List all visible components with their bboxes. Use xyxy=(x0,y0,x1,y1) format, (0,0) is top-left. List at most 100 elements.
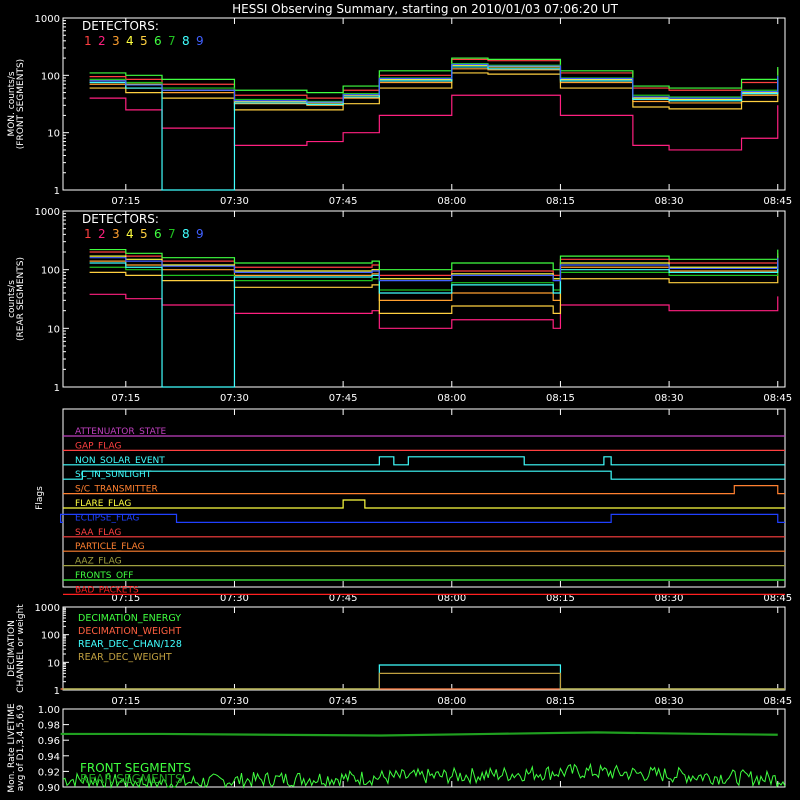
y-axis-label: DECIMATION xyxy=(7,620,17,677)
livetime-rear-line xyxy=(60,731,778,737)
x-tick-label: 07:45 xyxy=(329,696,358,707)
series-line-detector-2 xyxy=(89,293,779,329)
flag-line xyxy=(63,485,785,495)
y-axis-label: Flags xyxy=(35,486,45,510)
panel-3: 07:15 07:30 07:45 08:00 08:15 08:30 08:45 Flags… xyxy=(35,408,792,604)
legend-entry-detector-3: 3 xyxy=(112,34,120,48)
livetime-legend-front: FRONT SEGMENTS xyxy=(80,761,191,775)
y-tick-label: 0.94 xyxy=(38,752,60,763)
panel-frame xyxy=(62,210,786,388)
legend-entry-detector-9: 9 xyxy=(196,34,204,48)
legend-entry-detector-6: 6 xyxy=(154,227,162,241)
legend-entry-detector-8: 8 xyxy=(182,34,190,48)
flag-line xyxy=(63,456,785,466)
legend-entry-detector-4: 4 xyxy=(126,34,134,48)
livetime-legend-rear: REAR SEGMENTS xyxy=(80,772,183,786)
y-tick-label: 10 xyxy=(47,658,60,669)
x-tick-label: 08:45 xyxy=(763,696,792,707)
x-tick-label: 07:30 xyxy=(220,393,249,404)
y-tick-label: 100 xyxy=(41,266,60,277)
flag-label: FRONTS_OFF xyxy=(75,571,133,581)
legend-entry-detector-2: 2 xyxy=(98,227,106,241)
legend-title: DETECTORS: xyxy=(82,212,159,226)
flag-row: SC_IN_SUNLIGHT xyxy=(63,470,785,480)
x-tick-label: 08:15 xyxy=(546,393,575,404)
flag-label: GAP_FLAG xyxy=(75,441,121,451)
x-tick-label: 07:15 xyxy=(111,196,140,207)
decimation-line xyxy=(63,672,785,690)
panel-5: 0.90 0.92 0.94 0.96 0.98 1.00 Mon. Rate LIVETI… xyxy=(7,703,786,794)
flag-label: FLARE_FLAG xyxy=(75,499,131,509)
y-axis-label: avg of D1,3,4,5,6,9 xyxy=(16,704,26,791)
x-tick-label: 07:30 xyxy=(220,593,249,604)
x-tick-label: 07:15 xyxy=(111,393,140,404)
flag-row: BAD_PACKETS xyxy=(63,585,785,595)
y-tick-label: 10 xyxy=(47,129,60,140)
flag-row: NON_SOLAR_EVENT xyxy=(63,456,785,466)
panel-frame xyxy=(62,17,786,191)
x-tick-label: 07:30 xyxy=(220,196,249,207)
legend-entry-detector-1: 1 xyxy=(84,34,92,48)
x-tick-label: 07:15 xyxy=(111,696,140,707)
y-tick-label: 0.96 xyxy=(38,736,60,747)
x-tick-label: 08:30 xyxy=(655,696,684,707)
x-tick-label: 08:00 xyxy=(437,696,466,707)
x-tick-label: 08:00 xyxy=(437,393,466,404)
flag-label: AAZ_FLAG xyxy=(75,557,122,567)
x-tick-label: 07:30 xyxy=(220,696,249,707)
panel-frame xyxy=(62,606,786,691)
panel-2: 07:15 07:30 07:45 08:00 08:15 08:30 08:45 1 10 10… xyxy=(7,207,792,404)
flag-label: ATTENUATOR_STATE xyxy=(75,427,167,437)
legend-entry-detector-8: 8 xyxy=(182,227,190,241)
series-line-detector-2 xyxy=(89,94,779,151)
x-tick-label: 08:45 xyxy=(763,593,792,604)
flag-line xyxy=(63,499,785,509)
legend-entry-detector-9: 9 xyxy=(196,227,204,241)
flag-row: S/C_TRANSMITTER xyxy=(63,485,785,495)
y-tick-label: 10 xyxy=(47,324,60,335)
panel-1: 07:15 07:30 07:45 08:00 08:15 08:30 08:45 1 10 10… xyxy=(7,14,792,207)
flag-label: SAA_FLAG xyxy=(75,528,121,538)
y-tick-label: 100 xyxy=(41,71,60,82)
flag-row: FLARE_FLAG xyxy=(63,499,785,509)
y-axis-label: counts/s xyxy=(7,280,17,318)
series-line-detector-8 xyxy=(89,66,779,191)
y-tick-label: 1 xyxy=(54,186,60,197)
flag-label: S/C_TRANSMITTER xyxy=(75,485,158,495)
series-line-detector-8 xyxy=(89,262,779,388)
x-tick-label: 08:15 xyxy=(546,696,575,707)
y-tick-label: 1000 xyxy=(35,207,60,218)
y-tick-label: 1000 xyxy=(35,603,60,614)
decimation-line xyxy=(63,664,785,690)
figure-title: HESSI Observing Summary, starting on 201… xyxy=(232,2,618,16)
y-tick-label: 1 xyxy=(54,686,60,697)
flag-label: PARTICLE_FLAG xyxy=(75,542,145,552)
flag-label: ECLIPSE_FLAG xyxy=(75,513,139,523)
legend-entry-detector-4: 4 xyxy=(126,227,134,241)
decimation-legend-entry: DECIMATION_ENERGY xyxy=(78,613,181,624)
legend-entry-detector-2: 2 xyxy=(98,34,106,48)
flag-row: FRONTS_OFF xyxy=(63,571,785,581)
y-axis-label: (FRONT SEGMENTS) xyxy=(16,59,26,149)
panel-frame xyxy=(62,408,786,588)
legend-entry-detector-1: 1 xyxy=(84,227,92,241)
y-tick-label: 0.92 xyxy=(38,767,60,778)
y-axis-label: CHANNEL or weight xyxy=(16,604,26,693)
panel-frame xyxy=(62,708,786,788)
y-tick-label: 100 xyxy=(41,631,60,642)
panel-4: 07:15 07:30 07:45 08:00 08:15 08:30 08:45 1 10 10… xyxy=(7,603,792,707)
x-tick-label: 08:30 xyxy=(655,196,684,207)
x-tick-label: 08:15 xyxy=(546,593,575,604)
x-tick-label: 08:00 xyxy=(437,593,466,604)
flag-row: GAP_FLAG xyxy=(63,441,785,451)
y-tick-label: 1.00 xyxy=(38,705,60,716)
legend-entry-detector-7: 7 xyxy=(168,34,176,48)
flag-row: ECLIPSE_FLAG xyxy=(60,513,785,523)
x-tick-label: 08:45 xyxy=(763,196,792,207)
decimation-legend-entry: DECIMATION_WEIGHT xyxy=(78,626,181,637)
legend-entry-detector-6: 6 xyxy=(154,34,162,48)
y-tick-label: 1000 xyxy=(35,14,60,25)
y-tick-label: 1 xyxy=(54,383,60,394)
x-tick-label: 07:45 xyxy=(329,393,358,404)
